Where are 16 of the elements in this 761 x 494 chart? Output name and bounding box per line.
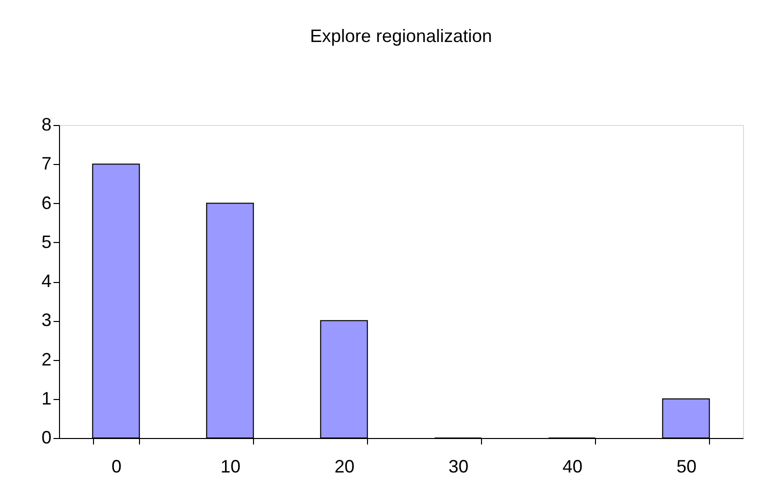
y-tick-label: 3 xyxy=(41,310,52,330)
y-tick-label: 1 xyxy=(41,388,52,408)
y-tick-label: 7 xyxy=(41,154,52,174)
y-tick-label: 8 xyxy=(41,114,52,134)
x-tick-label: 0 xyxy=(111,456,122,476)
y-tick-label: 2 xyxy=(41,349,52,370)
y-tick-label: 4 xyxy=(41,271,52,291)
x-tick-label: 10 xyxy=(220,456,241,476)
x-tick-label: 30 xyxy=(448,456,469,476)
x-tick-label: 40 xyxy=(562,456,583,476)
y-tick-label: 6 xyxy=(41,192,52,213)
x-tick-label: 20 xyxy=(334,456,355,476)
y-tick-label: 5 xyxy=(41,232,52,252)
chart-title: Explore regionalization xyxy=(310,26,492,46)
x-tick-label: 50 xyxy=(676,456,697,476)
y-tick-label: 0 xyxy=(41,428,52,448)
